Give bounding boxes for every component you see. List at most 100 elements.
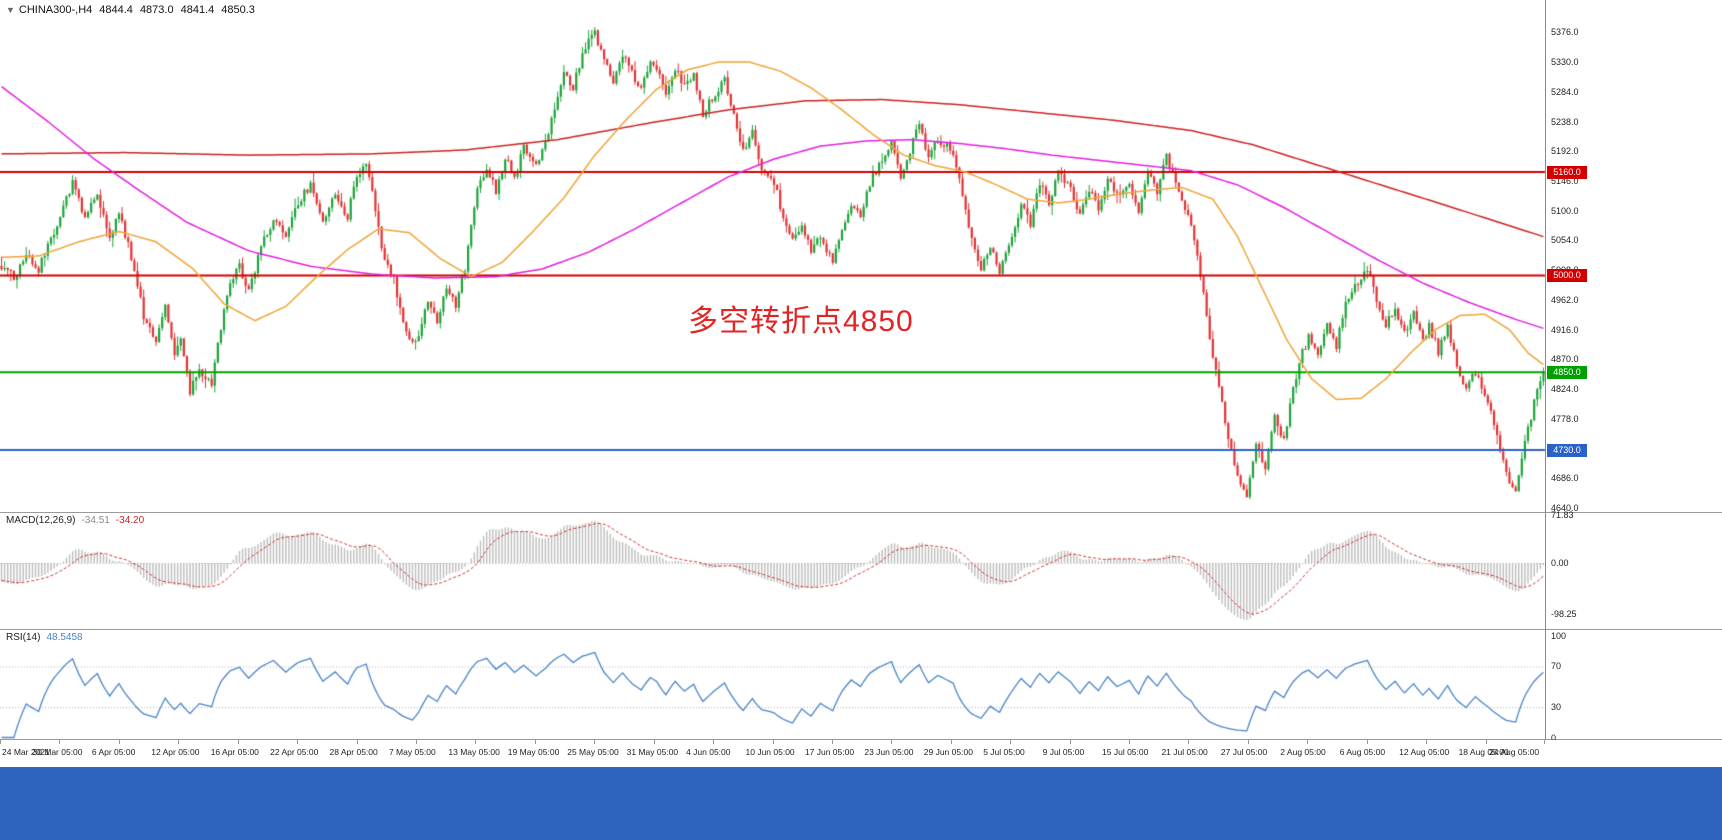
time-axis-tick <box>475 740 477 744</box>
macd-axis-label: 0.00 <box>1551 558 1569 568</box>
time-axis-label: 17 Jun 05:00 <box>804 747 855 757</box>
price-axis-label: 4686.0 <box>1551 473 1579 484</box>
price-axis-label: 4870.0 <box>1551 354 1579 365</box>
price-axis-label: 5330.0 <box>1551 57 1579 68</box>
price-axis-label: 5146.0 <box>1551 176 1579 186</box>
price-axis-label: 4916.0 <box>1551 324 1579 335</box>
time-axis-tick <box>1426 740 1428 744</box>
time-axis-tick <box>1010 740 1012 744</box>
time-axis-label: 16 Apr 05:00 <box>210 747 259 757</box>
time-axis-tick <box>1069 740 1071 744</box>
time-axis-tick <box>653 740 655 744</box>
time-axis-label: 2 Aug 05:00 <box>1280 747 1326 757</box>
time-axis-label: 4 Jun 05:00 <box>686 747 731 757</box>
price-axis-label: 4778.0 <box>1551 413 1579 424</box>
macd-signal-value: -34.20 <box>115 515 145 526</box>
macd-indicator-label: MACD(12,26,9) -34.51 -34.20 <box>6 515 150 526</box>
price-level-tag: 4730.0 <box>1547 443 1587 457</box>
time-axis-label: 29 Jun 05:00 <box>923 747 973 757</box>
time-axis-tick <box>297 740 299 744</box>
price-axis[interactable]: 5376.0 5330.0 5284.0 5238.0 5192.0 5146.0 5100… <box>1546 0 1722 743</box>
time-axis-tick <box>594 740 596 744</box>
price-axis-label: 4640.0 <box>1551 503 1579 514</box>
rsi-axis-label: 100 <box>1551 631 1567 641</box>
price-axis-label: 4962.0 <box>1551 294 1579 305</box>
time-axis-label: 6 Aug 05:00 <box>1339 747 1386 757</box>
price-level-tag: 5160.0 <box>1547 165 1587 179</box>
symbol-title: CHINA300-,H4 <box>18 4 93 16</box>
macd-axis-label: 71.83 <box>1551 510 1574 520</box>
chart-header: ▼ CHINA300-,H4 4844.4 4873.0 4841.4 4850.3 <box>6 4 262 16</box>
time-axis-tick <box>1485 740 1487 744</box>
time-axis-tick <box>415 740 417 744</box>
time-axis-label: 12 Apr 05:00 <box>151 747 200 757</box>
time-axis-label: 31 May 05:00 <box>626 747 679 757</box>
price-level-tag: 4850.0 <box>1547 366 1587 380</box>
time-axis-label: 12 Aug 05:00 <box>1399 747 1450 757</box>
symbol-dropdown-icon[interactable]: ▼ <box>6 5 15 15</box>
time-axis-tick <box>891 740 893 744</box>
time-axis-tick <box>950 740 952 744</box>
time-axis[interactable]: 24 Mar 2021 30 Mar 05:00 6 Apr 05:00 12 Apr… <box>0 740 1722 767</box>
time-axis-tick <box>713 740 715 744</box>
time-axis-tick <box>831 740 833 744</box>
time-axis-label: 13 May 05:00 <box>448 747 500 757</box>
price-axis-label: 4824.0 <box>1551 384 1579 395</box>
price-axis-label: 5238.0 <box>1551 116 1579 127</box>
time-axis-tick <box>237 740 239 744</box>
time-axis-label: 18 Aug 05:00 <box>1458 747 1509 757</box>
rsi-axis-label: 30 <box>1551 702 1562 713</box>
price-axis-label: 5100.0 <box>1551 205 1579 216</box>
time-axis-label: 27 Jul 05:00 <box>1220 747 1268 757</box>
time-axis-label: 30 Mar 05:00 <box>32 747 83 757</box>
time-axis-tick <box>1188 740 1190 744</box>
time-axis-label: 24 Aug 05:00 <box>1489 747 1540 757</box>
rsi-axis-label: 0 <box>1551 732 1557 743</box>
time-axis-tick <box>1544 740 1545 744</box>
ohlc-close: 4850.3 <box>221 4 255 16</box>
time-axis-tick <box>356 740 358 744</box>
price-axis-label: 5054.0 <box>1551 235 1579 246</box>
time-axis-label: 15 Jul 05:00 <box>1102 747 1149 757</box>
macd-main-value: -34.51 <box>81 515 110 526</box>
time-axis-tick <box>1247 740 1249 744</box>
macd-name: MACD(12,26,9) <box>6 515 76 526</box>
time-axis-label: 6 Apr 05:00 <box>91 747 136 757</box>
time-axis-tick <box>772 740 774 744</box>
time-axis-tick <box>0 740 1 744</box>
rsi-indicator-label: RSI(14) 48.5458 <box>6 632 89 643</box>
bottom-strip <box>0 767 1722 840</box>
time-axis-label: 28 Apr 05:00 <box>329 747 378 757</box>
chart-annotation: 多空转折点4850 <box>688 305 914 338</box>
time-axis-label: 10 Jun 05:00 <box>745 747 795 757</box>
ohlc-high: 4873.0 <box>139 4 174 16</box>
time-axis-label: 19 May 05:00 <box>507 747 560 757</box>
time-axis-label: 24 Mar 2021 <box>2 747 50 757</box>
time-axis-label: 22 Apr 05:00 <box>270 747 319 757</box>
time-axis-label: 23 Jun 05:00 <box>864 747 914 757</box>
time-axis-tick <box>1366 740 1368 744</box>
time-axis-border <box>0 739 1722 740</box>
rsi-axis-label: 70 <box>1551 661 1562 672</box>
ohlc-low: 4841.4 <box>180 4 215 16</box>
rsi-name: RSI(14) <box>6 632 41 643</box>
macd-axis-label: -98.25 <box>1551 608 1577 619</box>
time-axis-label: 7 May 05:00 <box>388 747 436 757</box>
price-axis-label: 5192.0 <box>1551 146 1579 157</box>
rsi-value: 48.5458 <box>46 632 83 643</box>
time-axis-label: 5 Jul 05:00 <box>983 747 1025 757</box>
time-axis-tick <box>118 740 120 744</box>
time-axis-tick <box>178 740 180 744</box>
time-axis-tick <box>1129 740 1131 744</box>
panel-splitter-rsi[interactable] <box>0 629 1722 630</box>
price-axis-border <box>1545 0 1546 740</box>
time-axis-label: 25 May 05:00 <box>567 747 619 757</box>
time-axis-tick <box>59 740 61 744</box>
price-axis-label: 5284.0 <box>1551 86 1579 97</box>
time-axis-tick <box>534 740 536 744</box>
time-axis-tick <box>1307 740 1309 744</box>
price-axis-label: 5376.0 <box>1551 27 1579 38</box>
panel-splitter-macd[interactable] <box>0 512 1722 513</box>
